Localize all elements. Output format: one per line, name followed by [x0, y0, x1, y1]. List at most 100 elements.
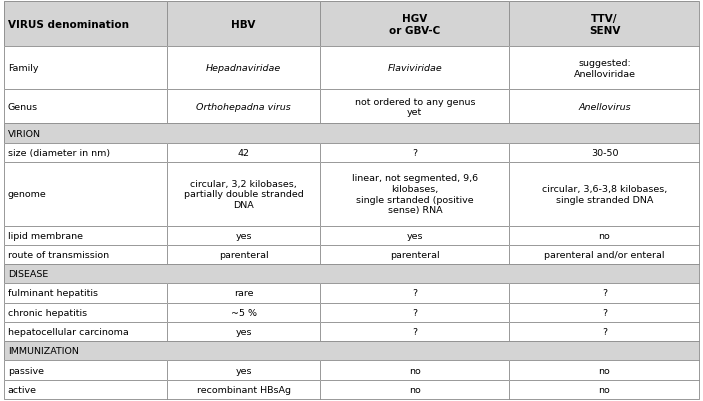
Bar [4, 2, 167, 47]
Bar [4, 360, 167, 380]
Text: Genus: Genus [8, 103, 38, 112]
Bar [320, 2, 510, 47]
Bar [167, 360, 320, 380]
Bar [4, 303, 167, 322]
Text: yes: yes [236, 366, 252, 375]
Bar [510, 360, 699, 380]
Text: Orthohepadna virus: Orthohepadna virus [196, 103, 291, 112]
Bar [320, 90, 510, 124]
Text: passive: passive [8, 366, 44, 375]
Bar [4, 360, 167, 380]
Bar [167, 284, 320, 303]
Bar [4, 47, 167, 90]
Text: ?: ? [412, 308, 418, 317]
Text: no: no [599, 385, 610, 394]
Bar [4, 380, 167, 399]
Text: hepatocellular carcinoma: hepatocellular carcinoma [8, 327, 129, 336]
Bar [320, 284, 510, 303]
Bar [320, 284, 510, 303]
Bar [167, 284, 320, 303]
Bar [510, 163, 699, 226]
Bar [4, 341, 699, 360]
Bar [510, 144, 699, 163]
Bar [510, 380, 699, 399]
Bar [510, 360, 699, 380]
Bar [4, 144, 167, 163]
Bar [510, 144, 699, 163]
Text: parenteral: parenteral [390, 250, 439, 259]
Text: parenteral: parenteral [219, 250, 269, 259]
Bar [4, 303, 167, 322]
Text: ~5 %: ~5 % [231, 308, 257, 317]
Bar [320, 144, 510, 163]
Bar [510, 245, 699, 264]
Bar [167, 47, 320, 90]
Text: fulminant hepatitis: fulminant hepatitis [8, 289, 98, 298]
Bar [320, 144, 510, 163]
Bar [167, 2, 320, 47]
Text: VIRION: VIRION [8, 129, 41, 138]
Bar [320, 163, 510, 226]
Bar [4, 322, 167, 341]
Bar [167, 226, 320, 245]
Bar [320, 90, 510, 124]
Bar [510, 90, 699, 124]
Text: no: no [409, 385, 420, 394]
Text: parenteral and/or enteral: parenteral and/or enteral [544, 250, 665, 259]
Bar [320, 47, 510, 90]
Bar [4, 245, 167, 264]
Bar [320, 226, 510, 245]
Bar [167, 144, 320, 163]
Bar [4, 163, 167, 226]
Bar [510, 322, 699, 341]
Bar [510, 47, 699, 90]
Bar [320, 360, 510, 380]
Bar [320, 380, 510, 399]
Bar [510, 245, 699, 264]
Text: yes: yes [236, 327, 252, 336]
Text: Flaviviridae: Flaviviridae [387, 64, 442, 73]
Bar [320, 226, 510, 245]
Text: circular, 3,2 kilobases,
partially double stranded
DNA: circular, 3,2 kilobases, partially doubl… [183, 179, 304, 209]
Bar [167, 303, 320, 322]
Text: 30-50: 30-50 [591, 148, 618, 158]
Bar [510, 226, 699, 245]
Bar [167, 163, 320, 226]
Bar [320, 380, 510, 399]
Bar [4, 226, 167, 245]
Bar [167, 163, 320, 226]
Bar [167, 360, 320, 380]
Text: DISEASE: DISEASE [8, 269, 48, 279]
Text: circular, 3,6-3,8 kilobases,
single stranded DNA: circular, 3,6-3,8 kilobases, single stra… [542, 184, 667, 204]
Bar [320, 360, 510, 380]
Text: IMMUNIZATION: IMMUNIZATION [8, 346, 79, 355]
Text: VIRUS denomination: VIRUS denomination [8, 20, 129, 30]
Bar [4, 380, 167, 399]
Bar [510, 322, 699, 341]
Bar [4, 264, 699, 284]
Text: genome: genome [8, 190, 46, 199]
Bar [167, 303, 320, 322]
Bar [4, 90, 167, 124]
Text: ?: ? [412, 289, 418, 298]
Bar [510, 226, 699, 245]
Bar [4, 144, 167, 163]
Bar [510, 90, 699, 124]
Bar [320, 47, 510, 90]
Bar [167, 2, 320, 47]
Bar [4, 226, 167, 245]
Bar [320, 245, 510, 264]
Text: ?: ? [412, 327, 418, 336]
Bar [167, 322, 320, 341]
Text: ?: ? [602, 289, 607, 298]
Bar [167, 90, 320, 124]
Text: HGV
or GBV-C: HGV or GBV-C [389, 14, 441, 36]
Text: chronic hepatitis: chronic hepatitis [8, 308, 87, 317]
Text: suggested:
Anelloviridae: suggested: Anelloviridae [574, 59, 636, 79]
Bar [320, 303, 510, 322]
Bar [167, 322, 320, 341]
Bar [320, 2, 510, 47]
Bar [4, 264, 699, 284]
Bar [510, 47, 699, 90]
Text: yes: yes [236, 231, 252, 240]
